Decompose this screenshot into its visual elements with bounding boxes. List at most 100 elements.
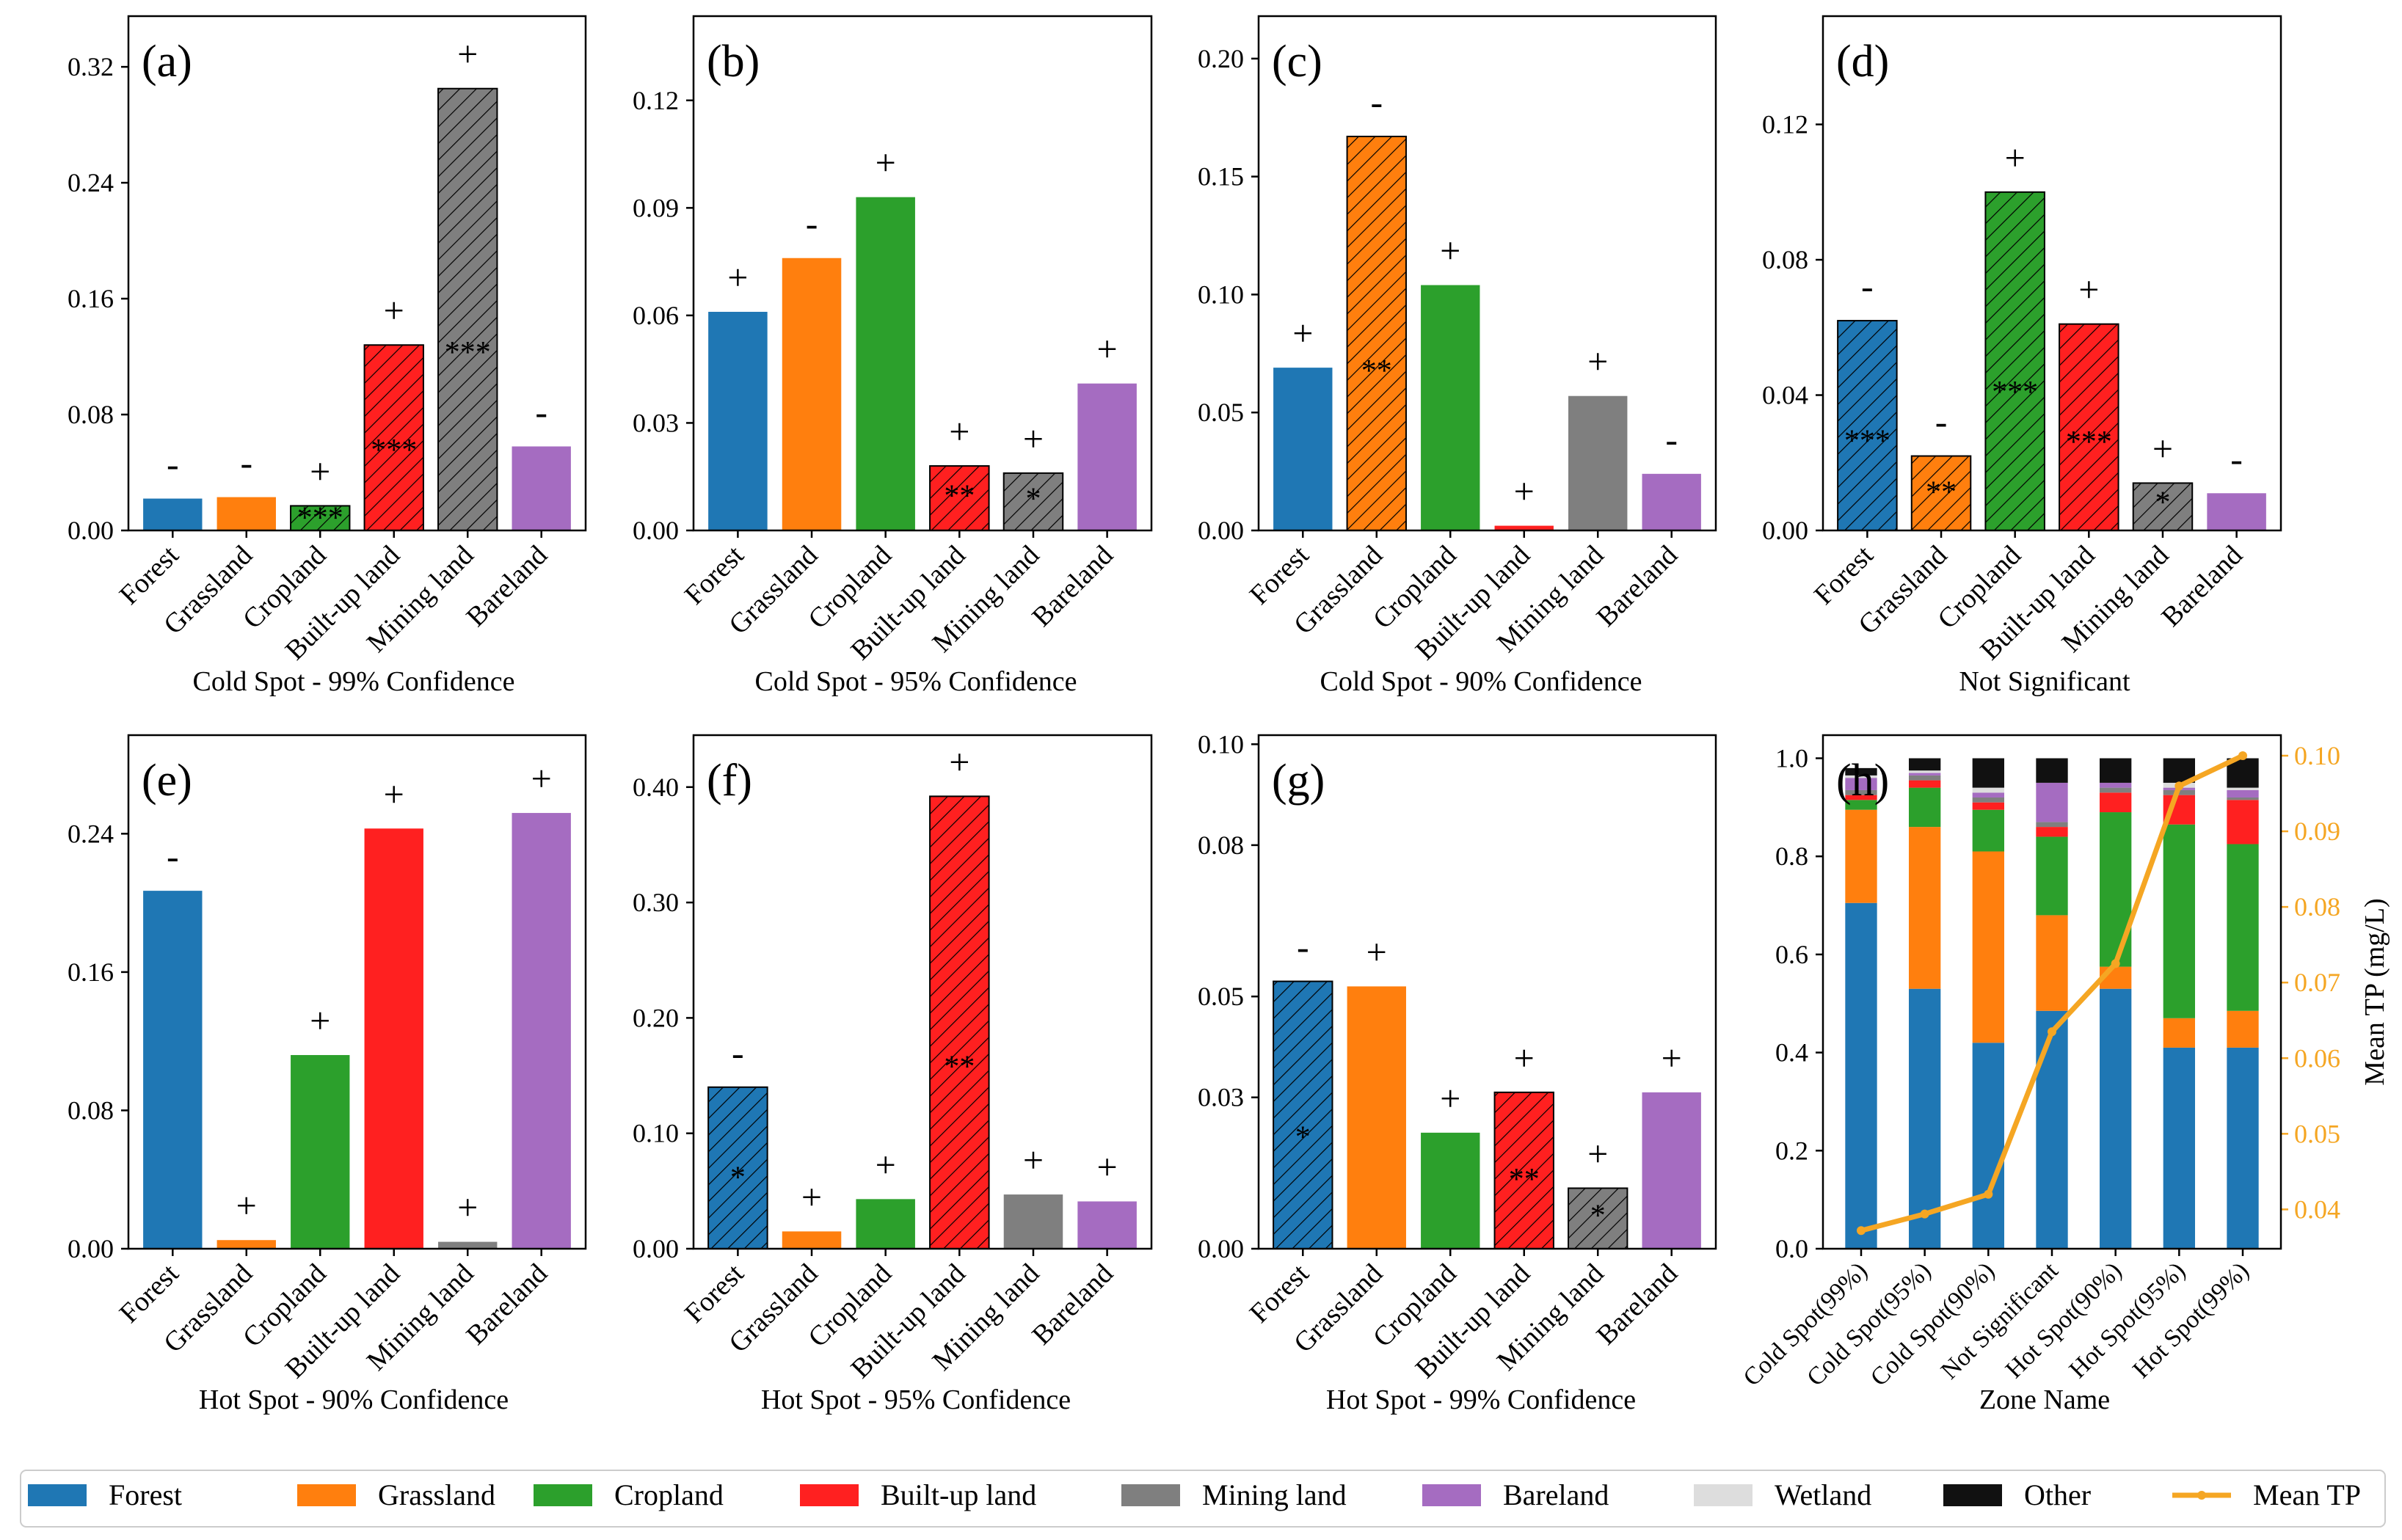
y-tick-label: 0.10 bbox=[633, 1119, 679, 1148]
panel-g: -*Forest+Grassland+Cropland+**Built-up l… bbox=[1198, 729, 1717, 1415]
bar-hatch bbox=[290, 505, 351, 531]
stack-segment-forest bbox=[2036, 1010, 2068, 1249]
stack-segment-bareland bbox=[1909, 773, 1941, 776]
axes-frame bbox=[1821, 15, 2282, 532]
y-tick-label-right: 0.08 bbox=[2294, 892, 2340, 922]
sign-label: - bbox=[167, 444, 179, 485]
category-tick-label: Forest bbox=[1808, 539, 1879, 610]
bar-hatch bbox=[1984, 191, 2045, 531]
x-axis-label: Not Significant bbox=[1959, 666, 2130, 697]
y-tick-label-right: 0.04 bbox=[2294, 1194, 2340, 1224]
bar-bareland bbox=[1077, 383, 1137, 530]
y-tick-label: 0.16 bbox=[68, 957, 114, 987]
legend-swatch bbox=[534, 1484, 592, 1506]
bar-hatch bbox=[1273, 980, 1333, 1249]
y-tick-label: 0.10 bbox=[1198, 729, 1244, 759]
mean-tp-point bbox=[2111, 959, 2120, 968]
x-axis-label: Hot Spot - 99% Confidence bbox=[1326, 1384, 1636, 1415]
y-tick-label: 0.12 bbox=[633, 86, 679, 115]
sign-label: + bbox=[384, 290, 404, 331]
bar-hatch bbox=[929, 795, 990, 1249]
stack-segment-wetland bbox=[1845, 775, 1877, 778]
category-tick-label: Forest bbox=[114, 539, 185, 610]
y-tick-label-right: 0.10 bbox=[2294, 741, 2340, 770]
sign-label: - bbox=[806, 203, 818, 244]
significance-stars: * bbox=[2155, 486, 2170, 519]
bar-hatch bbox=[1493, 1091, 1554, 1249]
legend-item-built-up-land: Built-up land bbox=[800, 1478, 1036, 1511]
sign-label: + bbox=[236, 1185, 257, 1226]
bar-mining-land bbox=[438, 1241, 498, 1249]
legend-swatch bbox=[1694, 1484, 1753, 1506]
legend-label: Built-up land bbox=[881, 1478, 1036, 1511]
significance-stars: *** bbox=[2066, 426, 2112, 459]
significance-stars: * bbox=[1590, 1200, 1606, 1233]
axes-frame bbox=[1821, 734, 2282, 1250]
legend-label: Other bbox=[2024, 1478, 2091, 1511]
panels: -Forest-Grassland+***Cropland+***Built-u… bbox=[68, 15, 2390, 1415]
y-tick-label-left: 0.4 bbox=[1775, 1038, 1808, 1068]
stack-segment-forest bbox=[1845, 902, 1877, 1249]
bar-grassland bbox=[216, 1240, 276, 1249]
legend-label: Cropland bbox=[614, 1478, 724, 1511]
legend-item-bareland: Bareland bbox=[1422, 1478, 1609, 1511]
sign-label: - bbox=[1665, 419, 1678, 460]
legend-swatch bbox=[800, 1484, 859, 1506]
stack-segment-bareland bbox=[2036, 782, 2068, 822]
zone-tick-label: Hot Spot(99%) bbox=[2128, 1257, 2254, 1383]
bar-cropland bbox=[1421, 285, 1480, 530]
stack-segment-bareland bbox=[2227, 789, 2259, 798]
stack-segment-other bbox=[2036, 758, 2068, 783]
bar-hatch bbox=[2132, 482, 2194, 531]
bar-grassland bbox=[216, 497, 276, 530]
stack-segment-mining-land bbox=[2227, 797, 2259, 800]
y-tick-label: 0.05 bbox=[1198, 398, 1244, 427]
mean-tp-point bbox=[1857, 1226, 1866, 1236]
stack-segment-grassland bbox=[1972, 851, 2004, 1043]
sign-label: + bbox=[1292, 313, 1313, 354]
stack-segment-grassland bbox=[1845, 809, 1877, 903]
significance-stars: ** bbox=[944, 1051, 975, 1084]
category-tick-label: Bareland bbox=[460, 540, 553, 633]
bar-bareland bbox=[1642, 1092, 1701, 1249]
sign-label: + bbox=[1514, 471, 1535, 512]
sign-label: + bbox=[1587, 1133, 1608, 1174]
axes-frame bbox=[692, 734, 1153, 1250]
stack-segment-bareland bbox=[1972, 792, 2004, 798]
legend-item-grassland: Grassland bbox=[297, 1478, 495, 1511]
bar-bareland bbox=[512, 813, 571, 1249]
x-axis-label: Cold Spot - 99% Confidence bbox=[192, 666, 514, 697]
category-tick-label: Forest bbox=[1244, 1258, 1315, 1329]
sign-label: - bbox=[535, 391, 547, 432]
sign-label: - bbox=[2230, 438, 2243, 479]
axes-frame bbox=[692, 15, 1153, 532]
significance-stars: ** bbox=[1509, 1163, 1540, 1197]
sign-label: + bbox=[1440, 1078, 1460, 1119]
axes-frame bbox=[127, 734, 587, 1250]
stack-segment-wetland bbox=[1909, 770, 1941, 773]
stack-segment-cropland bbox=[2036, 836, 2068, 916]
y-tick-label: 0.20 bbox=[633, 1003, 679, 1032]
sign-label: + bbox=[1587, 341, 1608, 382]
category-tick-label: Bareland bbox=[1590, 540, 1684, 633]
bar-hatch bbox=[437, 87, 498, 531]
stack-segment-built-up-land bbox=[1845, 795, 1877, 800]
sign-label: + bbox=[457, 1187, 478, 1228]
panel-letter: (f) bbox=[707, 756, 752, 806]
sign-label: + bbox=[384, 773, 404, 814]
x-axis-label: Hot Spot - 90% Confidence bbox=[199, 1384, 509, 1415]
stack-segment-other bbox=[1845, 767, 1877, 776]
bar-grassland bbox=[782, 258, 842, 530]
stack-segment-built-up-land bbox=[2036, 827, 2068, 837]
stack-segment-grassland bbox=[2227, 1010, 2259, 1048]
legend-label: Forest bbox=[109, 1478, 182, 1511]
legend-label: Mean TP bbox=[2253, 1478, 2361, 1511]
axes-frame bbox=[1257, 734, 1717, 1250]
y-tick-label: 0.20 bbox=[1198, 44, 1244, 73]
stack-segment-cropland bbox=[1845, 800, 1877, 810]
y-tick-label: 0.15 bbox=[1198, 162, 1244, 191]
legend-marker bbox=[2197, 1491, 2206, 1500]
stack-segment-mining-land bbox=[2100, 787, 2132, 793]
bar-grassland bbox=[1347, 986, 1406, 1249]
sign-label: + bbox=[1097, 329, 1118, 370]
